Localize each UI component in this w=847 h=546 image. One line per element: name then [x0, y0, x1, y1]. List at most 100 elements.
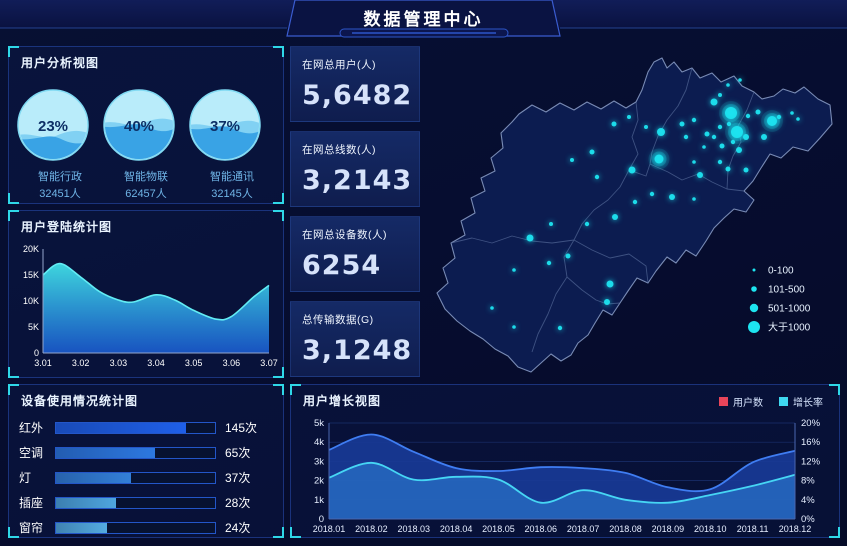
svg-text:10K: 10K — [23, 296, 39, 306]
svg-text:20%: 20% — [801, 418, 821, 429]
corner-decoration — [8, 210, 19, 221]
svg-text:2018.03: 2018.03 — [397, 524, 430, 534]
corner-decoration — [273, 193, 284, 204]
login-area-chart: 0 5K 10K 15K 20K 3.01 3.02 3.03 3.04 3.05 3.06 3.07 — [23, 244, 278, 368]
svg-text:2018.09: 2018.09 — [652, 524, 685, 534]
panel-login-stats: 用户登陆统计图 0 5K 10K 15K 20K 3.01 3.02 3.03 3.04 3.05… — [8, 210, 284, 378]
device-bar-track — [55, 471, 216, 484]
svg-text:16%: 16% — [801, 437, 821, 448]
device-bar-row: 窗帘 24次 — [19, 519, 269, 536]
svg-text:4k: 4k — [314, 437, 324, 448]
kpi-label: 总传输数据(G) — [302, 314, 374, 326]
liquid-gauge-label: 智能行政 — [38, 171, 82, 183]
province-bubble-map: 0-100 101-500 501-1000 大于1000 — [436, 57, 833, 373]
map-legend-label: 大于1000 — [768, 321, 811, 334]
legend-label: 增长率 — [793, 398, 823, 409]
corner-decoration — [8, 367, 19, 378]
svg-text:12%: 12% — [801, 456, 821, 467]
svg-text:2k: 2k — [314, 476, 324, 487]
device-bar-row: 灯 37次 — [19, 469, 269, 486]
kpi-column: 在网总用户(人) 5,6482 在网总线数(人) 3,2143 在网总设备数(人) 625… — [290, 46, 420, 377]
kpi-value: 6254 — [302, 250, 382, 281]
svg-text:2018.05: 2018.05 — [482, 524, 515, 534]
device-bar-fill — [56, 447, 155, 458]
liquid-gauge-count: 62457人 — [125, 188, 167, 200]
legend-item-用户数[interactable]: 用户数 — [719, 394, 763, 409]
liquid-gauge-percent: 40% — [124, 118, 154, 135]
svg-text:5k: 5k — [314, 418, 324, 429]
liquid-gauge-percent: 37% — [210, 118, 240, 135]
svg-text:2018.04: 2018.04 — [440, 524, 473, 534]
device-bar-value: 145次 — [225, 421, 258, 435]
svg-text:0: 0 — [34, 348, 39, 358]
svg-text:2018.02: 2018.02 — [355, 524, 388, 534]
corner-decoration — [8, 46, 19, 57]
device-bar-chart: 红外 145次 空调 65次灯 37次 插座 28次 窗帘 24次 — [9, 413, 283, 536]
liquid-gauge: 37% 智能通讯 32145人 — [189, 89, 275, 201]
map-legend-label: 101-500 — [768, 285, 805, 296]
device-bar-value: 37次 — [225, 471, 251, 485]
svg-text:15K: 15K — [23, 270, 39, 280]
liquid-gauge-label: 智能物联 — [124, 171, 168, 183]
corner-decoration — [273, 527, 284, 538]
liquid-gauge: 40% 智能物联 62457人 — [103, 89, 189, 201]
corner-decoration — [273, 384, 284, 395]
device-bar-label: 空调 — [19, 446, 44, 460]
growth-area-chart: 0 1k 2k 3k 4k 5k 0% 4% 8% 12% 16% 20% 2018.01 2018.02… — [313, 418, 821, 534]
corner-decoration — [829, 384, 840, 395]
panel-user-analysis: 用户分析视图 23% 智能行政 32451人 40% 智能物联 62457人 37% 智能通讯… — [8, 46, 284, 204]
liquid-gauge-count: 32451人 — [39, 188, 81, 200]
device-bar-value: 24次 — [225, 521, 251, 535]
map-legend-label: 501-1000 — [768, 304, 811, 315]
corner-decoration — [829, 527, 840, 538]
kpi-value: 3,1248 — [302, 335, 413, 366]
svg-text:3.03: 3.03 — [110, 358, 128, 368]
device-bar-fill — [56, 422, 187, 433]
device-bar-label: 窗帘 — [19, 521, 44, 535]
svg-text:2018.01: 2018.01 — [313, 524, 346, 534]
svg-text:5K: 5K — [28, 322, 39, 332]
legend-swatch — [779, 397, 788, 406]
svg-text:2018.07: 2018.07 — [567, 524, 600, 534]
svg-text:4%: 4% — [801, 495, 815, 506]
kpi-card: 在网总线数(人) 3,2143 — [290, 131, 420, 207]
kpi-card: 在网总用户(人) 5,6482 — [290, 46, 420, 122]
kpi-label: 在网总设备数(人) — [302, 229, 387, 241]
svg-text:2018.06: 2018.06 — [525, 524, 558, 534]
liquid-gauge: 23% 智能行政 32451人 — [17, 89, 103, 201]
corner-decoration — [8, 384, 19, 395]
device-bar-track — [55, 496, 216, 509]
svg-text:3.05: 3.05 — [185, 358, 203, 368]
kpi-value: 5,6482 — [302, 80, 413, 111]
svg-text:2018.10: 2018.10 — [694, 524, 727, 534]
kpi-value: 3,2143 — [302, 165, 413, 196]
svg-text:8%: 8% — [801, 476, 815, 487]
svg-text:2018.12: 2018.12 — [779, 524, 812, 534]
liquid-gauge-svg: 40% — [103, 89, 175, 161]
liquid-gauge-row: 23% 智能行政 32451人 40% 智能物联 62457人 37% 智能通讯 32145人 — [9, 75, 283, 201]
corner-decoration — [290, 527, 301, 538]
panel-title-login-stats: 用户登陆统计图 — [21, 220, 113, 234]
device-bar-value: 65次 — [225, 446, 251, 460]
liquid-gauge-label: 智能通讯 — [210, 171, 254, 183]
page-title: 数据管理中心 — [363, 10, 484, 29]
corner-decoration — [273, 46, 284, 57]
kpi-label: 在网总线数(人) — [302, 144, 376, 156]
kpi-card: 总传输数据(G) 3,1248 — [290, 301, 420, 377]
map-legend: 0-100 101-500 501-1000 大于1000 — [748, 266, 811, 334]
svg-text:1k: 1k — [314, 495, 324, 506]
svg-text:2018.08: 2018.08 — [609, 524, 642, 534]
device-bar-label: 插座 — [19, 496, 44, 510]
legend-item-增长率[interactable]: 增长率 — [779, 394, 823, 409]
corner-decoration — [273, 210, 284, 221]
svg-text:20K: 20K — [23, 244, 39, 254]
svg-text:2018.11: 2018.11 — [737, 524, 769, 534]
device-bar-row: 红外 145次 — [19, 419, 269, 436]
corner-decoration — [290, 384, 301, 395]
map-legend-label: 0-100 — [768, 266, 794, 277]
device-bar-row: 空调 65次 — [19, 444, 269, 461]
panel-user-growth: 用户增长视图 用户数 增长率 0 1k 2k 3k 4k 5k 0% 4% 8% 12% 16% 20%… — [290, 384, 840, 538]
panel-title-user-growth: 用户增长视图 — [303, 394, 382, 408]
device-bar-fill — [56, 497, 117, 508]
